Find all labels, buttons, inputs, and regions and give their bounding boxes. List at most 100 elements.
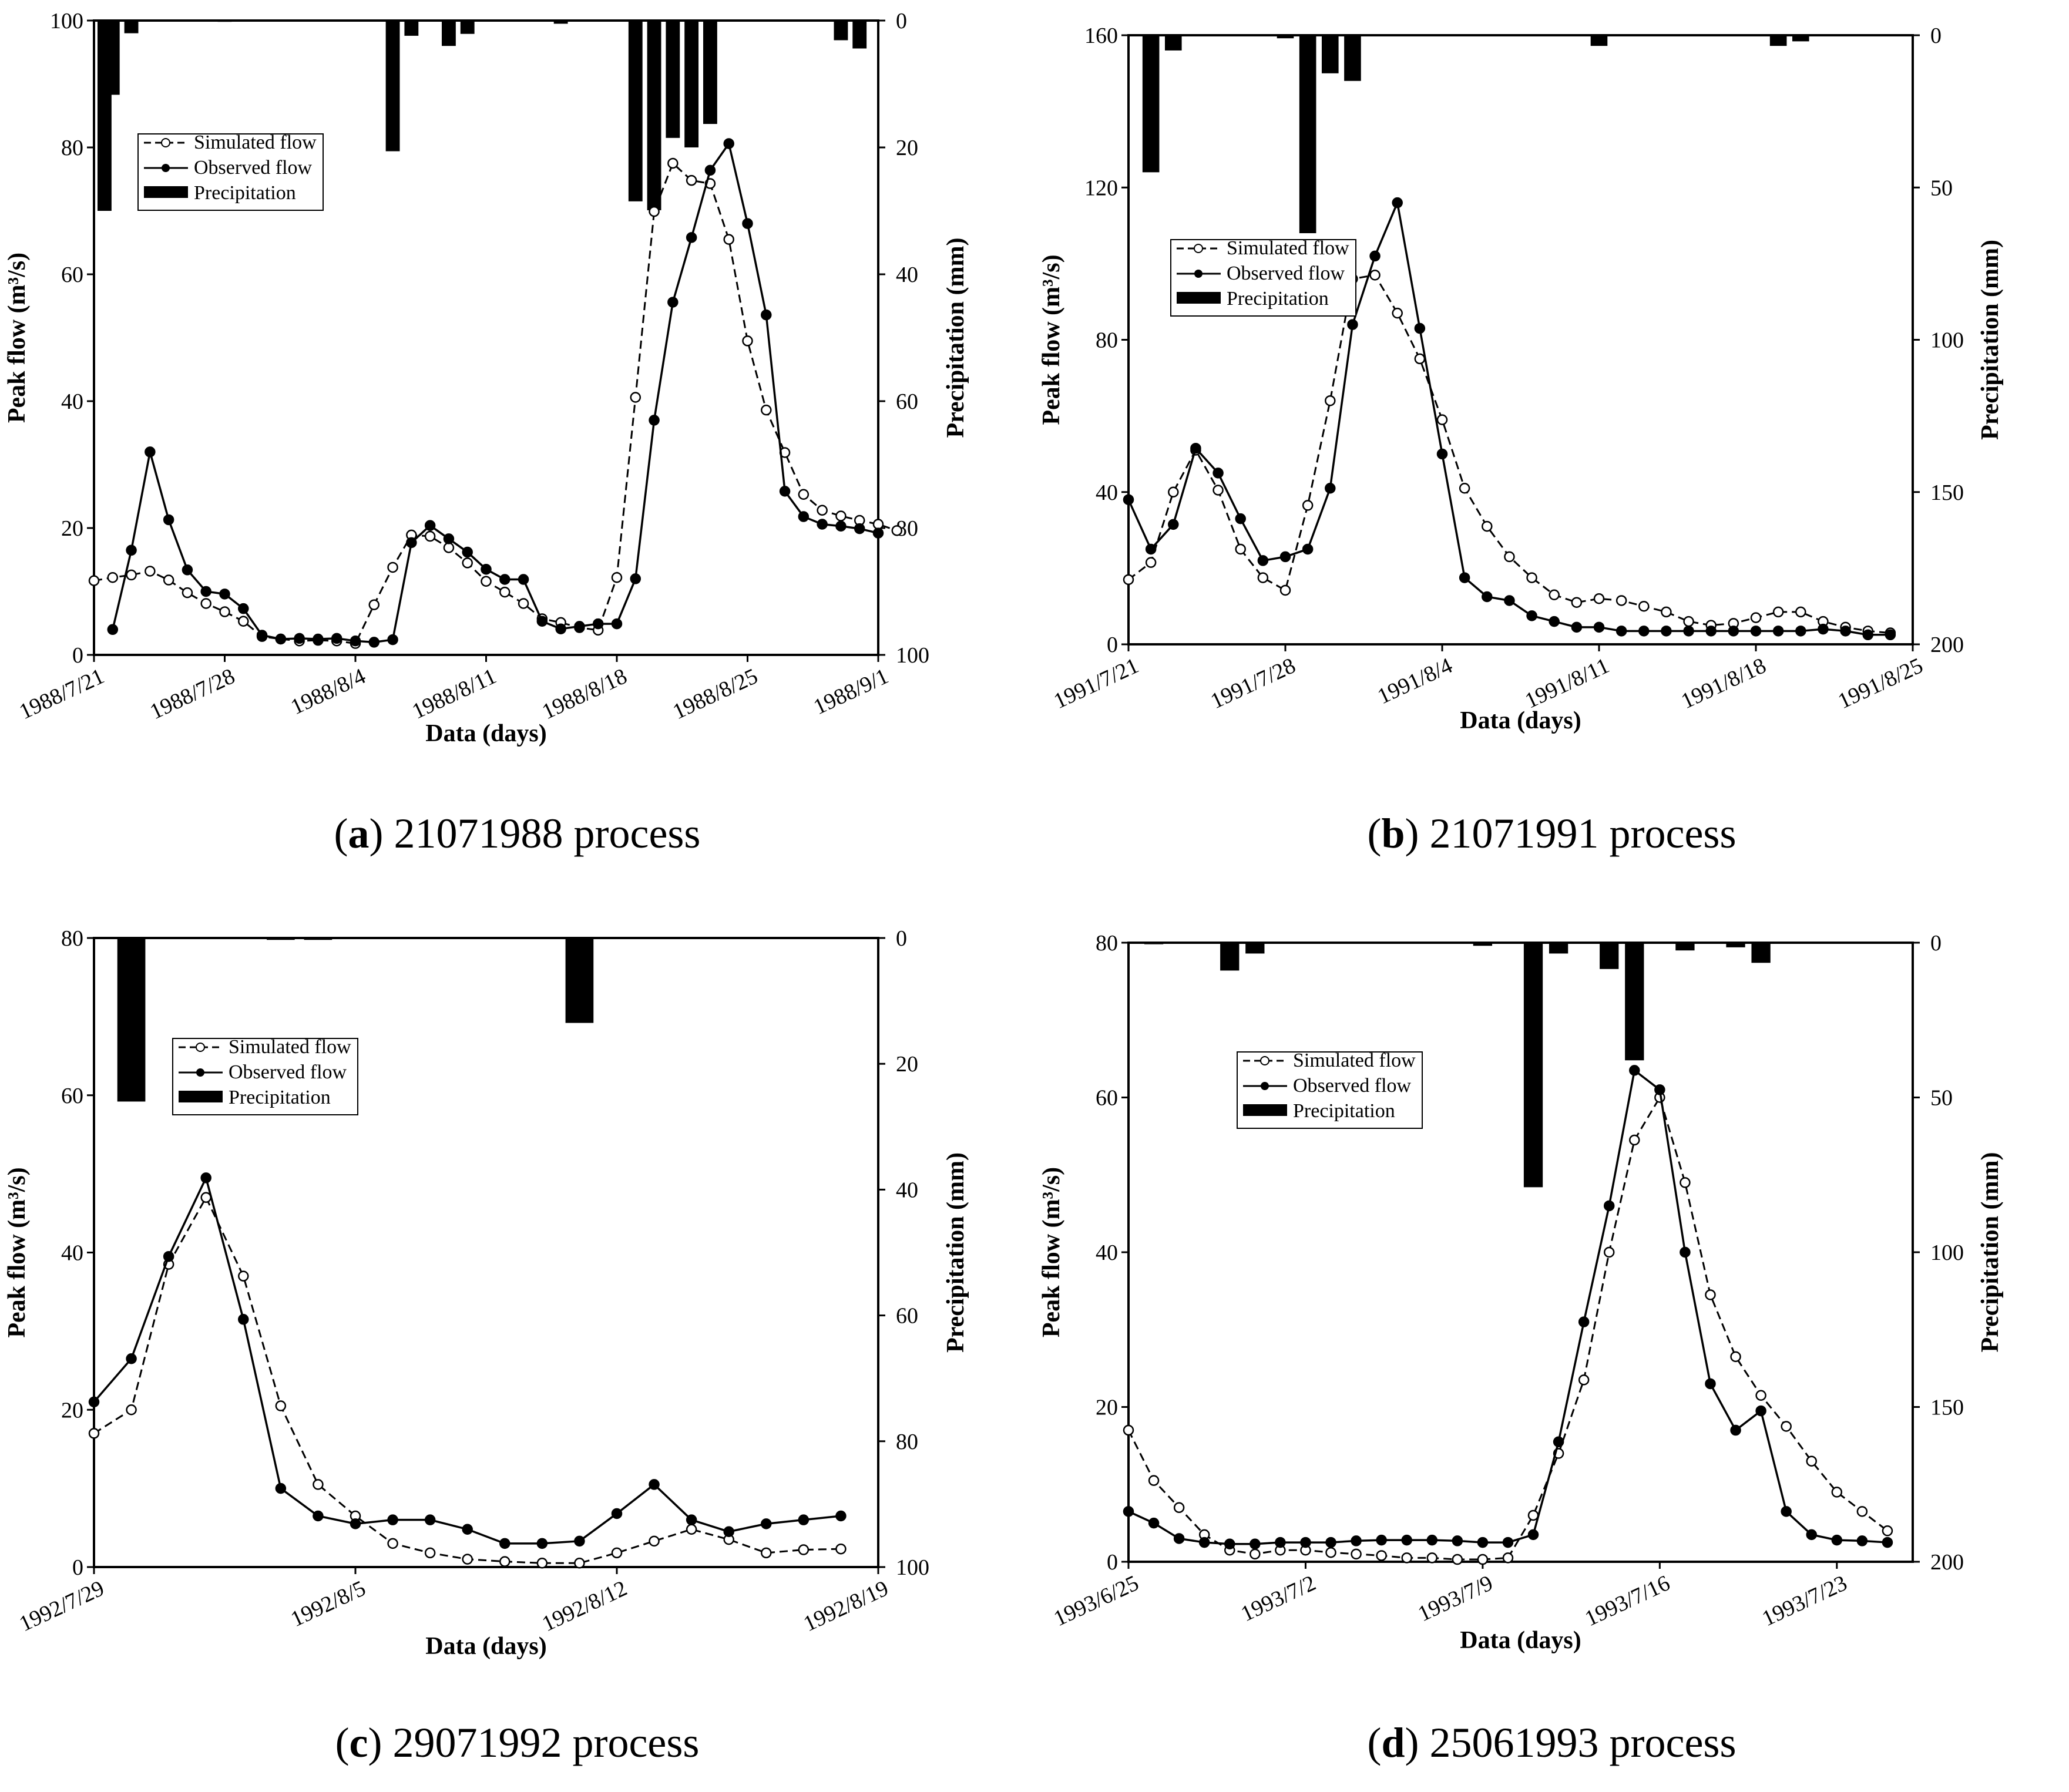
y-tick-label: 80 [61, 926, 83, 951]
legend-label-simulated: Simulated flow [229, 1036, 351, 1058]
observed-flow-point [1414, 322, 1426, 334]
simulated-flow-point [872, 519, 884, 530]
x-tick-label: 1993/7/16 [1581, 1571, 1674, 1631]
observed-flow-point [798, 511, 810, 522]
y2-tick-label: 60 [896, 389, 918, 414]
y-tick-label: 0 [1107, 633, 1118, 657]
observed-flow-point [1168, 519, 1179, 530]
observed-flow-point [294, 633, 305, 644]
observed-flow-point [1683, 626, 1694, 637]
simulated-flow-point [1173, 1502, 1185, 1514]
simulated-flow-point [1502, 1552, 1514, 1564]
x-axis-label: Data (days) [1460, 707, 1581, 734]
observed-flow-point [1302, 543, 1314, 555]
observed-flow-point [536, 1538, 548, 1549]
legend-simulated-marker [196, 1043, 205, 1052]
simulated-flow-point [1168, 486, 1179, 497]
simulated-flow-point [1661, 606, 1672, 618]
observed-flow-point [574, 1535, 585, 1547]
simulated-flow-point [1781, 1421, 1792, 1432]
simulated-flow-point [1145, 557, 1157, 568]
y2-tick-label: 20 [896, 136, 918, 160]
simulated-flow-point [1325, 1546, 1336, 1558]
legend-observed-marker [162, 164, 170, 172]
observed-flow-point [1459, 572, 1470, 583]
observed-flow-point [1526, 610, 1537, 621]
observed-flow-point [686, 232, 697, 243]
observed-flow-point [1840, 626, 1851, 637]
simulated-flow-point [611, 1547, 623, 1559]
x-tick-label: 1988/8/11 [408, 664, 500, 724]
precip-bar [1769, 35, 1787, 46]
legend-observed-marker [196, 1068, 204, 1077]
observed-flow-point [200, 1172, 211, 1184]
precip-bar [460, 21, 475, 34]
plot-frame [93, 937, 879, 1568]
precip-bar [1675, 943, 1695, 951]
observed-flow-point [1376, 1534, 1387, 1546]
observed-flow-point [723, 138, 734, 149]
observed-flow-point [313, 633, 324, 645]
observed-flow-point [1369, 250, 1381, 262]
simulated-flow-point [499, 1556, 510, 1567]
simulated-flow-point [163, 574, 174, 586]
observed-flow-point [1661, 626, 1672, 637]
simulated-flow-point [817, 505, 828, 516]
observed-flow-point [1831, 1534, 1843, 1546]
observed-flow-point [1730, 1424, 1741, 1436]
x-tick-label: 1988/8/18 [538, 664, 630, 724]
simulated-flow-point [1482, 520, 1493, 532]
legend-precip-swatch [179, 1091, 223, 1102]
simulated-flow-point [1376, 1550, 1387, 1561]
panel-b: 0 40 80 120 160 0 50 100 150 200 1991/7/21 1991/7/2… [1034, 0, 2069, 896]
legend-precip-swatch [1177, 292, 1221, 304]
simulated-flow-point [107, 571, 119, 583]
y2-tick-label: 80 [896, 1430, 918, 1454]
x-tick-label: 1993/7/2 [1237, 1571, 1319, 1626]
y-tick-label: 40 [61, 1241, 83, 1266]
simulated-flow-point [424, 1547, 436, 1559]
simulated-flow-point [1755, 1390, 1766, 1401]
observed-flow-point [649, 415, 660, 426]
simulated-flow-point [1369, 270, 1381, 281]
observed-flow-point [1190, 442, 1201, 454]
observed-flow-point [350, 635, 361, 647]
simulated-flow-point [1882, 1525, 1893, 1537]
simulated-flow-point [518, 598, 529, 609]
observed-flow-point [499, 574, 510, 585]
observed-flow-point [761, 1518, 772, 1529]
simulated-flow-point [686, 1524, 697, 1535]
y-tick-label: 60 [61, 263, 83, 287]
observed-flow-point [350, 1518, 361, 1529]
y2-axis-label: Precipitation (mm) [1977, 240, 2004, 440]
observed-flow-point [835, 520, 847, 532]
precip-bar [703, 21, 717, 125]
chart-c: 0 20 40 60 80 0 20 40 60 80 100 1992/7/29 1992/8/5 19… [4, 926, 969, 1660]
plot-frame [93, 19, 879, 656]
observed-flow-point [387, 1514, 398, 1525]
observed-flow-point [1198, 1537, 1210, 1548]
precip-bar [385, 21, 400, 152]
simulated-flow-line [93, 1195, 841, 1564]
simulated-flow-point [1578, 1374, 1590, 1386]
observed-flow-point [200, 586, 211, 597]
simulated-flow-point [1250, 1548, 1261, 1560]
observed-flow-point [1750, 626, 1762, 637]
simulated-flow-point [1212, 485, 1224, 496]
observed-flow-point [1275, 1537, 1286, 1548]
x-tick-label: 1993/7/23 [1758, 1571, 1850, 1631]
observed-flow-point [649, 1479, 660, 1490]
observed-flow-point [1436, 448, 1448, 460]
legend-label-precipitation: Precipitation [1227, 288, 1329, 310]
y2-tick-label: 150 [1930, 480, 1964, 505]
observed-flow-point [1882, 1537, 1893, 1548]
simulated-flow-point [368, 599, 380, 610]
observed-flow-point [742, 218, 753, 229]
precip-bar [647, 21, 661, 210]
precip-bar [684, 21, 699, 147]
simulated-flow-point [1426, 1552, 1438, 1564]
precip-bar [1299, 35, 1316, 234]
precip-bar [1726, 943, 1745, 947]
observed-flow-point [1781, 1506, 1792, 1517]
